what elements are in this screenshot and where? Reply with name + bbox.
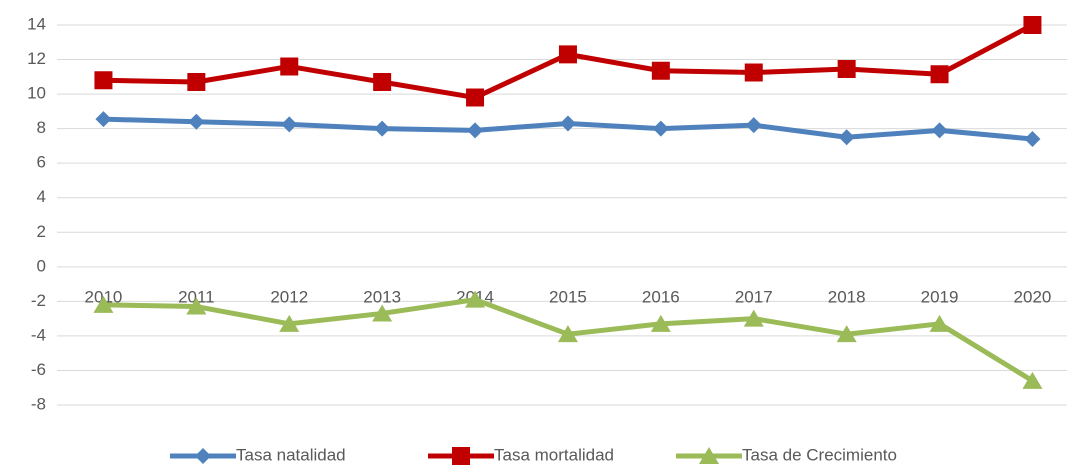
data-point [188, 113, 205, 130]
y-tick-label: 2 [37, 222, 46, 241]
data-point [836, 325, 857, 343]
legend-label: Tasa de Crecimiento [742, 445, 897, 464]
data-point [931, 122, 948, 139]
data-point [743, 309, 764, 327]
x-tick-label: 2013 [363, 287, 401, 306]
y-tick-label: -8 [31, 394, 46, 413]
data-point [559, 115, 576, 132]
x-tick-label: 2012 [270, 287, 308, 306]
data-point [280, 57, 299, 76]
data-point [1023, 16, 1042, 34]
y-tick-label: -4 [31, 325, 46, 344]
x-tick-label: 2015 [549, 287, 587, 306]
data-point [930, 65, 949, 84]
data-point [838, 129, 855, 146]
legend-label: Tasa mortalidad [494, 445, 614, 464]
x-tick-label: 2020 [1014, 287, 1052, 306]
data-point [467, 122, 484, 139]
legend-marker [452, 447, 470, 465]
data-point [465, 290, 486, 308]
data-point [837, 60, 856, 79]
data-point [374, 120, 391, 137]
y-tick-label: -2 [31, 291, 46, 310]
x-tick-label: 2019 [921, 287, 959, 306]
data-point [94, 71, 113, 90]
x-tick-label: 2016 [642, 287, 680, 306]
data-point [929, 314, 950, 332]
legend-marker [699, 447, 719, 464]
x-tick-label: 2011 [178, 287, 215, 306]
y-tick-label: 4 [37, 187, 46, 206]
y-tick-label: 6 [37, 153, 46, 172]
y-tick-label: -6 [31, 360, 46, 379]
y-tick-label: 0 [37, 256, 46, 275]
data-point [744, 63, 763, 82]
data-point [558, 45, 577, 64]
data-point [93, 295, 114, 313]
data-point [650, 314, 671, 332]
data-point [557, 325, 578, 343]
x-tick-label: 2018 [828, 287, 866, 306]
y-tick-label: 10 [27, 84, 46, 103]
data-point [373, 73, 392, 91]
data-point [1024, 131, 1041, 147]
data-point [372, 304, 393, 322]
data-point [745, 117, 762, 134]
legend-label: Tasa natalidad [236, 445, 346, 464]
data-point [95, 111, 112, 128]
data-point [187, 73, 206, 91]
data-point [466, 88, 485, 107]
y-tick-label: 12 [27, 49, 46, 68]
data-point [1022, 371, 1043, 389]
y-tick-label: 14 [27, 14, 46, 33]
data-point [279, 314, 300, 332]
data-point [651, 61, 670, 80]
data-point [186, 297, 207, 315]
data-point [652, 120, 669, 137]
legend-marker [195, 448, 211, 464]
x-tick-label: 2017 [735, 287, 773, 306]
data-point [281, 116, 298, 133]
y-tick-label: 8 [37, 118, 46, 137]
